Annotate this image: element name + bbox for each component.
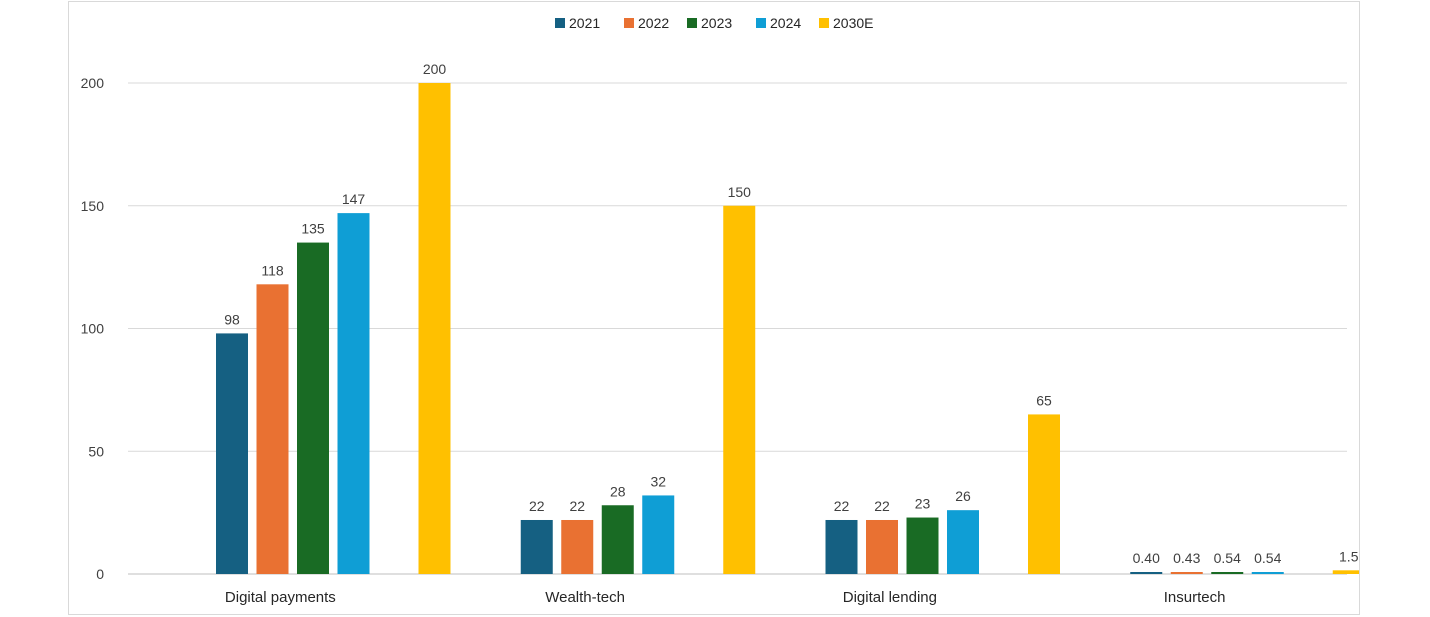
y-tick-label: 50 [88,443,104,459]
bar-2024-digital-lending [947,510,979,574]
data-labels: 98 118 135 147 200 22 22 28 32 150 22 22 23 26 65 0.40 0… [224,61,1358,566]
legend-item-2022: 2022 [638,15,669,31]
legend-item-2030e: 2030E [833,15,873,31]
x-axis: Digital payments Wealth-tech Digital lendi… [225,589,1226,606]
y-tick-label: 100 [81,321,105,337]
data-label: 22 [834,498,850,514]
bar-2024-wealth-tech [642,495,675,574]
y-tick-label: 200 [81,75,105,91]
bar-2021-digital-lending [825,519,858,574]
bar-2021-insurtech [1130,572,1163,574]
data-label: 26 [955,488,971,504]
bar-2022-digital-lending [866,519,898,574]
bar-2021-wealth-tech [520,519,553,574]
x-category-label: Digital payments [225,589,336,606]
legend-item-2021: 2021 [569,15,600,31]
data-label: 22 [529,498,545,514]
data-label: 32 [650,473,666,489]
bar-2024-digital-payments [337,213,370,575]
bar-2030e-digital-lending [1028,414,1060,574]
bar-2030e-digital-payments [418,83,451,574]
legend-swatch [819,18,829,28]
bar-2023-digital-payments [297,242,329,574]
legend-item-2024: 2024 [770,15,801,31]
data-label: 0.40 [1133,550,1160,566]
chart-frame: 2021 2022 2023 2024 2030E 0 50 100 150 200 98 118… [68,1,1360,615]
x-category-label: Digital lending [843,589,937,606]
legend-swatch [756,18,766,28]
data-label: 1.5 [1339,548,1359,564]
data-label: 147 [342,191,366,207]
data-label: 0.54 [1254,550,1281,566]
legend-swatch [624,18,634,28]
legend-swatch [687,18,697,28]
data-label: 118 [261,262,284,278]
data-label: 0.54 [1214,550,1241,566]
data-label: 98 [224,311,240,327]
bar-2022-wealth-tech [561,519,594,574]
x-category-label: Wealth-tech [545,589,625,606]
bar-2023-digital-lending [906,517,939,574]
data-label: 23 [915,496,931,512]
bar-2030e-wealth-tech [723,205,756,574]
y-tick-label: 150 [81,198,105,214]
legend: 2021 2022 2023 2024 2030E [555,15,873,31]
bar-2022-digital-payments [256,284,289,574]
legend-item-2023: 2023 [701,15,732,31]
bar-2023-insurtech [1211,572,1244,574]
data-label: 22 [569,498,585,514]
bar-2024-insurtech [1251,572,1284,574]
data-label: 135 [301,221,325,237]
x-category-label: Insurtech [1164,589,1226,606]
data-label: 150 [728,184,752,200]
data-label: 22 [874,498,890,514]
bar-2030e-insurtech [1332,570,1359,574]
bar-2021-digital-payments [216,333,248,574]
bars [216,83,1359,575]
data-label: 28 [610,483,626,499]
bar-2023-wealth-tech [601,505,634,574]
legend-swatch [555,18,565,28]
bar-chart: 2021 2022 2023 2024 2030E 0 50 100 150 200 98 118… [81,15,1359,606]
data-label: 65 [1036,392,1052,408]
data-label: 0.43 [1173,550,1200,566]
bar-2022-insurtech [1170,572,1203,574]
y-axis: 0 50 100 150 200 [81,75,105,582]
data-label: 200 [423,61,447,77]
y-tick-label: 0 [96,566,104,582]
